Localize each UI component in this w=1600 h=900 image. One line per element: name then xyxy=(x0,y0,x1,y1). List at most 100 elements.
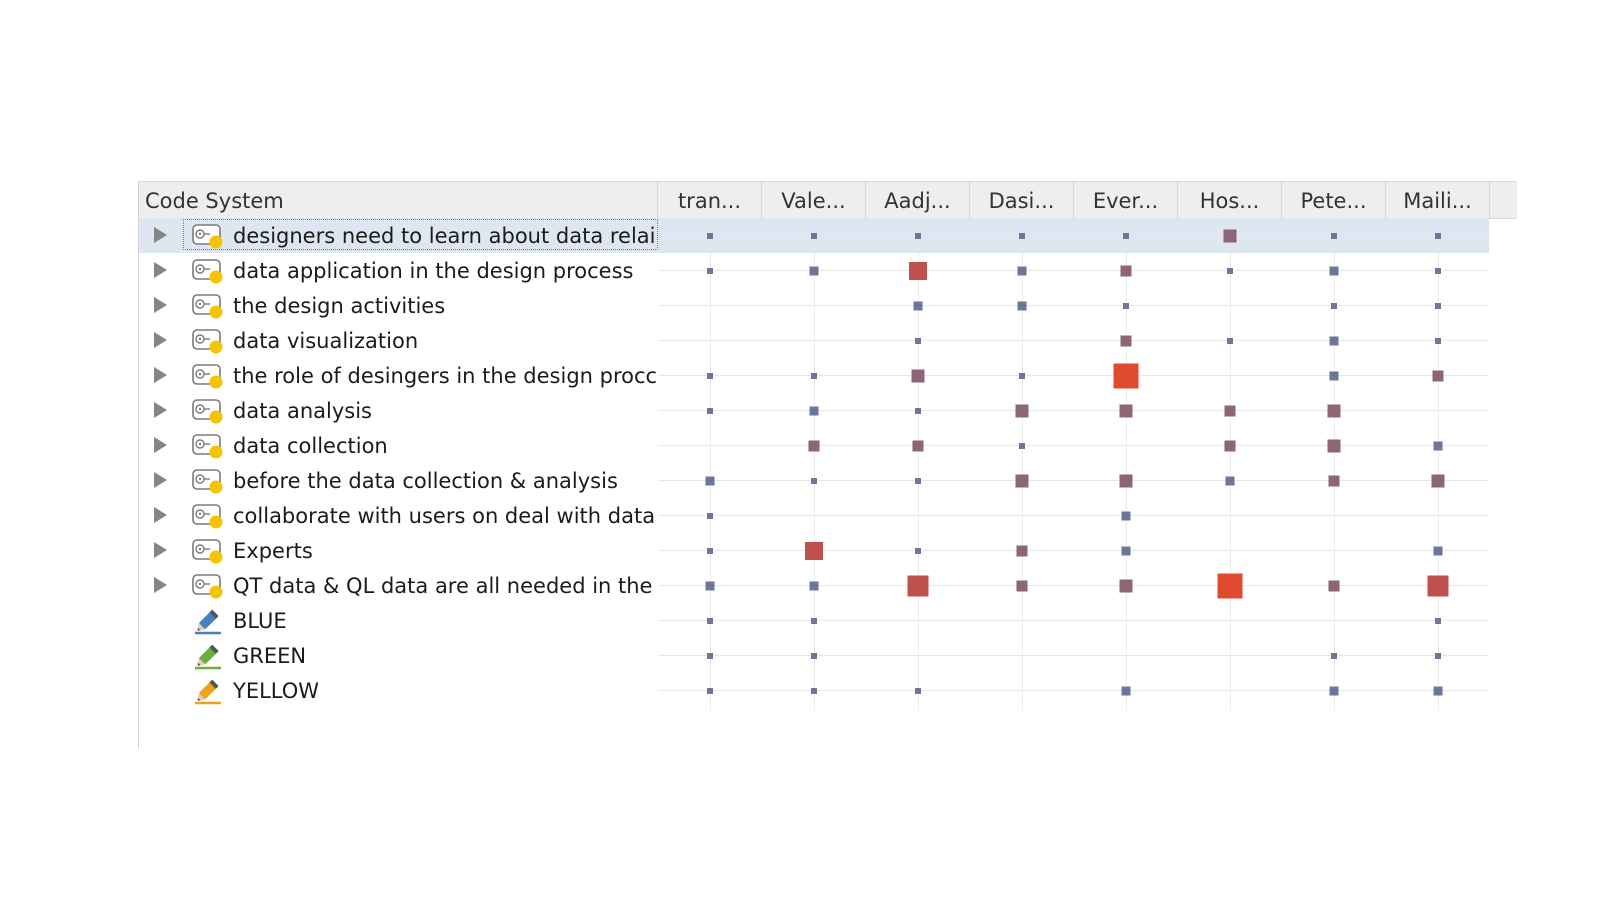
matrix-cell[interactable] xyxy=(1178,253,1282,288)
matrix-cell[interactable] xyxy=(866,568,970,603)
column-header[interactable]: Pete... xyxy=(1282,182,1386,218)
matrix-cell[interactable] xyxy=(658,428,762,463)
matrix-cell[interactable] xyxy=(866,603,970,638)
matrix-cell[interactable] xyxy=(658,673,762,708)
matrix-cell[interactable] xyxy=(1386,288,1490,323)
code-label[interactable]: collaborate with users on deal with data xyxy=(233,504,656,528)
code-row[interactable]: data application in the design process xyxy=(139,253,1489,288)
code-label[interactable]: Experts xyxy=(233,539,313,563)
code-label[interactable]: BLUE xyxy=(233,609,287,633)
matrix-cell[interactable] xyxy=(658,638,762,673)
color-row[interactable]: BLUE xyxy=(139,603,1489,638)
matrix-cell[interactable] xyxy=(1386,638,1490,673)
matrix-cell[interactable] xyxy=(762,498,866,533)
code-row[interactable]: QT data & QL data are all needed in the xyxy=(139,568,1489,603)
matrix-cell[interactable] xyxy=(1178,393,1282,428)
matrix-cell[interactable] xyxy=(1386,253,1490,288)
code-row[interactable]: data analysis xyxy=(139,393,1489,428)
matrix-cell[interactable] xyxy=(970,428,1074,463)
matrix-cell[interactable] xyxy=(1282,673,1386,708)
matrix-cell[interactable] xyxy=(1386,218,1490,253)
matrix-cell[interactable] xyxy=(970,218,1074,253)
matrix-cell[interactable] xyxy=(762,638,866,673)
expand-arrow-icon[interactable] xyxy=(154,577,167,593)
matrix-cell[interactable] xyxy=(762,393,866,428)
column-header[interactable]: Ever... xyxy=(1074,182,1178,218)
matrix-cell[interactable] xyxy=(1282,498,1386,533)
code-label[interactable]: data analysis xyxy=(233,399,373,423)
matrix-cell[interactable] xyxy=(1386,673,1490,708)
matrix-cell[interactable] xyxy=(970,358,1074,393)
matrix-cell[interactable] xyxy=(1386,323,1490,358)
matrix-cell[interactable] xyxy=(866,393,970,428)
code-row[interactable]: data visualization xyxy=(139,323,1489,358)
code-label[interactable]: the role of desingers in the design proc… xyxy=(233,364,658,388)
matrix-cell[interactable] xyxy=(866,673,970,708)
expand-arrow-icon[interactable] xyxy=(154,437,167,453)
matrix-cell[interactable] xyxy=(1282,603,1386,638)
matrix-cell[interactable] xyxy=(970,498,1074,533)
matrix-cell[interactable] xyxy=(762,288,866,323)
matrix-cell[interactable] xyxy=(1178,288,1282,323)
matrix-cell[interactable] xyxy=(970,638,1074,673)
matrix-cell[interactable] xyxy=(762,428,866,463)
expand-arrow-icon[interactable] xyxy=(154,402,167,418)
matrix-cell[interactable] xyxy=(1178,533,1282,568)
matrix-cell[interactable] xyxy=(1074,393,1178,428)
matrix-cell[interactable] xyxy=(1178,428,1282,463)
matrix-cell[interactable] xyxy=(970,253,1074,288)
code-label[interactable]: QT data & QL data are all needed in the xyxy=(233,574,653,598)
code-label[interactable]: GREEN xyxy=(233,644,307,668)
matrix-cell[interactable] xyxy=(970,323,1074,358)
expand-arrow-icon[interactable] xyxy=(154,367,167,383)
matrix-cell[interactable] xyxy=(1178,673,1282,708)
matrix-cell[interactable] xyxy=(866,533,970,568)
column-header[interactable]: Aadj... xyxy=(866,182,970,218)
matrix-cell[interactable] xyxy=(1074,428,1178,463)
column-header[interactable]: Dasi... xyxy=(970,182,1074,218)
matrix-cell[interactable] xyxy=(1282,533,1386,568)
matrix-cell[interactable] xyxy=(866,323,970,358)
matrix-cell[interactable] xyxy=(866,638,970,673)
expand-arrow-icon[interactable] xyxy=(154,542,167,558)
matrix-cell[interactable] xyxy=(970,393,1074,428)
matrix-cell[interactable] xyxy=(1074,533,1178,568)
matrix-cell[interactable] xyxy=(1178,463,1282,498)
matrix-cell[interactable] xyxy=(658,533,762,568)
matrix-cell[interactable] xyxy=(658,568,762,603)
matrix-cell[interactable] xyxy=(658,288,762,323)
code-system-column-header[interactable]: Code System xyxy=(139,182,658,218)
code-row[interactable]: the role of desingers in the design proc… xyxy=(139,358,1489,393)
matrix-cell[interactable] xyxy=(1282,463,1386,498)
matrix-cell[interactable] xyxy=(1074,638,1178,673)
matrix-cell[interactable] xyxy=(1074,218,1178,253)
code-label[interactable]: data visualization xyxy=(233,329,419,353)
expand-arrow-icon[interactable] xyxy=(154,472,167,488)
matrix-cell[interactable] xyxy=(658,498,762,533)
column-header[interactable]: Maili... xyxy=(1386,182,1490,218)
matrix-cell[interactable] xyxy=(1282,358,1386,393)
expand-arrow-icon[interactable] xyxy=(154,332,167,348)
matrix-cell[interactable] xyxy=(970,673,1074,708)
matrix-cell[interactable] xyxy=(762,253,866,288)
matrix-cell[interactable] xyxy=(658,218,762,253)
matrix-cell[interactable] xyxy=(866,463,970,498)
matrix-cell[interactable] xyxy=(1178,358,1282,393)
code-row[interactable]: before the data collection & analysis xyxy=(139,463,1489,498)
matrix-cell[interactable] xyxy=(866,218,970,253)
code-row[interactable]: collaborate with users on deal with data xyxy=(139,498,1489,533)
matrix-cell[interactable] xyxy=(1178,603,1282,638)
code-label[interactable]: the design activities xyxy=(233,294,446,318)
expand-arrow-icon[interactable] xyxy=(154,507,167,523)
matrix-cell[interactable] xyxy=(1386,428,1490,463)
matrix-cell[interactable] xyxy=(1074,498,1178,533)
matrix-cell[interactable] xyxy=(762,463,866,498)
code-row[interactable]: data collection xyxy=(139,428,1489,463)
matrix-cell[interactable] xyxy=(1386,463,1490,498)
matrix-cell[interactable] xyxy=(762,218,866,253)
matrix-cell[interactable] xyxy=(1074,288,1178,323)
matrix-cell[interactable] xyxy=(1386,603,1490,638)
matrix-cell[interactable] xyxy=(1386,498,1490,533)
code-label[interactable]: data collection xyxy=(233,434,388,458)
code-row[interactable]: designers need to learn about data relai xyxy=(139,218,1489,253)
